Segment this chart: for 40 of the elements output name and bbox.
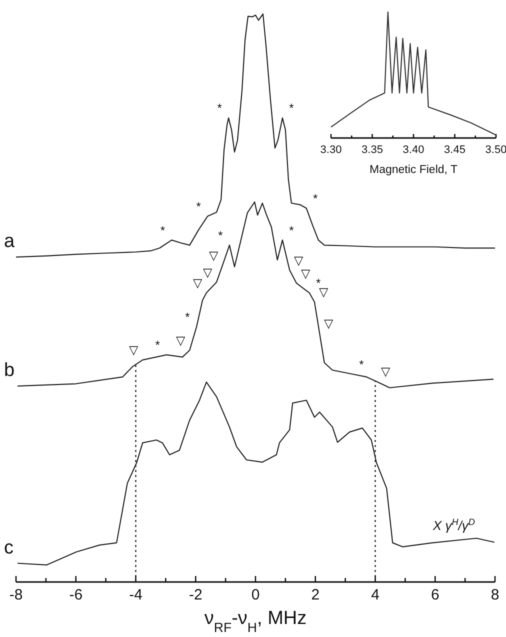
annotation: ▽ (209, 248, 220, 262)
annotation: * (218, 228, 224, 242)
annotation: * (217, 101, 222, 116)
annotation: * (289, 101, 294, 116)
annotation: ▽ (192, 276, 203, 290)
annotation: X γ$^{H}$/γ$^{D}$ (432, 517, 476, 533)
x-axis-title: ν$_{RF}$-ν$_{H}$, MHz (204, 608, 307, 634)
annotation: * (155, 338, 160, 352)
annotation: ▽ (176, 333, 186, 348)
x-tick-label: 3.40 (402, 144, 424, 156)
annotation: * (196, 199, 202, 214)
series-label: c (4, 537, 14, 558)
x-tick-label: -2 (188, 586, 202, 604)
x-tick-label: 3.35 (362, 144, 383, 156)
annotation: * (185, 310, 190, 324)
annotation: ▽ (324, 316, 334, 330)
x-tick-label: -4 (129, 586, 142, 604)
annotation: * (289, 223, 294, 238)
x-tick-label: 3.45 (444, 144, 466, 156)
x-tick-label: 2 (311, 586, 320, 604)
annotation: ▽ (294, 253, 304, 268)
annotation: * (313, 191, 318, 206)
x-tick-label: 0 (251, 586, 260, 604)
x-tick-label: 3.30 (320, 144, 342, 156)
series-label: b (4, 360, 15, 382)
annotation: ▽ (129, 343, 140, 358)
annotation: ▽ (203, 265, 214, 280)
annotation: * (160, 223, 166, 238)
x-tick-label: -6 (69, 586, 83, 604)
x-tick-label: 6 (430, 586, 440, 604)
annotation: ▽ (318, 285, 329, 300)
annotation: * (359, 357, 364, 372)
series-label: a (4, 231, 15, 252)
x-tick-label: 3.50 (485, 144, 506, 156)
x-tick-label: 8 (490, 586, 500, 604)
annotation: ▽ (380, 364, 391, 379)
x-tick-label: 4 (371, 586, 380, 604)
annotation: ▽ (301, 266, 312, 280)
x-axis-title: Magnetic Field, T (370, 164, 458, 176)
x-tick-label: -8 (9, 586, 23, 604)
